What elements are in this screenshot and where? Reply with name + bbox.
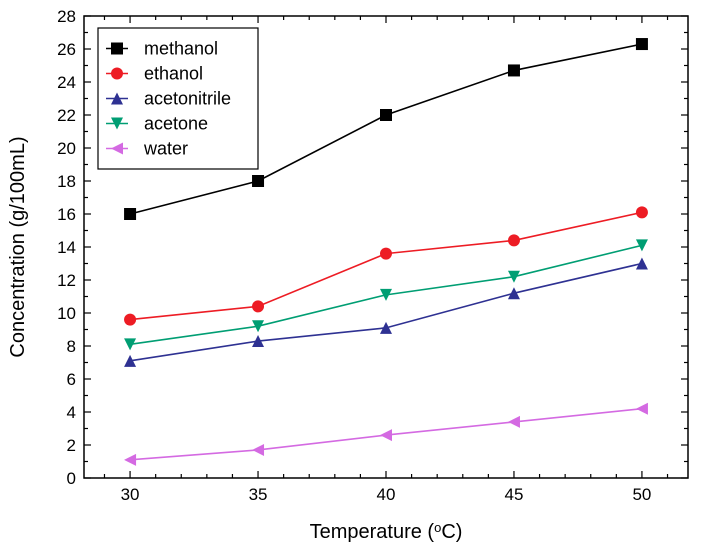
x-tick-label: 30 xyxy=(121,485,140,504)
y-tick-label: 10 xyxy=(57,304,76,323)
y-tick-label: 24 xyxy=(57,73,76,92)
y-tick-label: 28 xyxy=(57,7,76,26)
y-tick-label: 16 xyxy=(57,205,76,224)
concentration-vs-temperature-chart: 30354045500246810121416182022242628Tempe… xyxy=(0,0,707,552)
x-axis-label: Temperature (oC) xyxy=(310,520,463,543)
x-tick-label: 45 xyxy=(505,485,524,504)
y-axis-label: Concentration (g/100mL) xyxy=(7,136,29,357)
legend-label-methanol: methanol xyxy=(144,39,218,59)
x-tick-label: 35 xyxy=(249,485,268,504)
legend: methanol ethanol acetonitrile acetone water xyxy=(98,28,258,169)
legend-label-acetone: acetone xyxy=(144,114,208,134)
y-tick-label: 18 xyxy=(57,172,76,191)
x-tick-label: 40 xyxy=(377,485,396,504)
y-tick-label: 26 xyxy=(57,40,76,59)
series-water xyxy=(124,403,648,466)
y-tick-label: 2 xyxy=(67,436,76,455)
x-tick-label: 50 xyxy=(632,485,651,504)
legend-label-water: water xyxy=(143,139,188,159)
y-tick-label: 22 xyxy=(57,106,76,125)
legend-label-acetonitrile: acetonitrile xyxy=(144,89,231,109)
y-tick-label: 12 xyxy=(57,271,76,290)
series-ethanol xyxy=(124,206,648,325)
y-tick-label: 14 xyxy=(57,238,76,257)
y-tick-label: 8 xyxy=(67,337,76,356)
y-tick-label: 6 xyxy=(67,370,76,389)
legend-label-ethanol: ethanol xyxy=(144,64,203,84)
chart-container: 30354045500246810121416182022242628Tempe… xyxy=(0,0,707,552)
y-tick-label: 20 xyxy=(57,139,76,158)
y-tick-label: 4 xyxy=(67,403,76,422)
y-tick-label: 0 xyxy=(67,469,76,488)
